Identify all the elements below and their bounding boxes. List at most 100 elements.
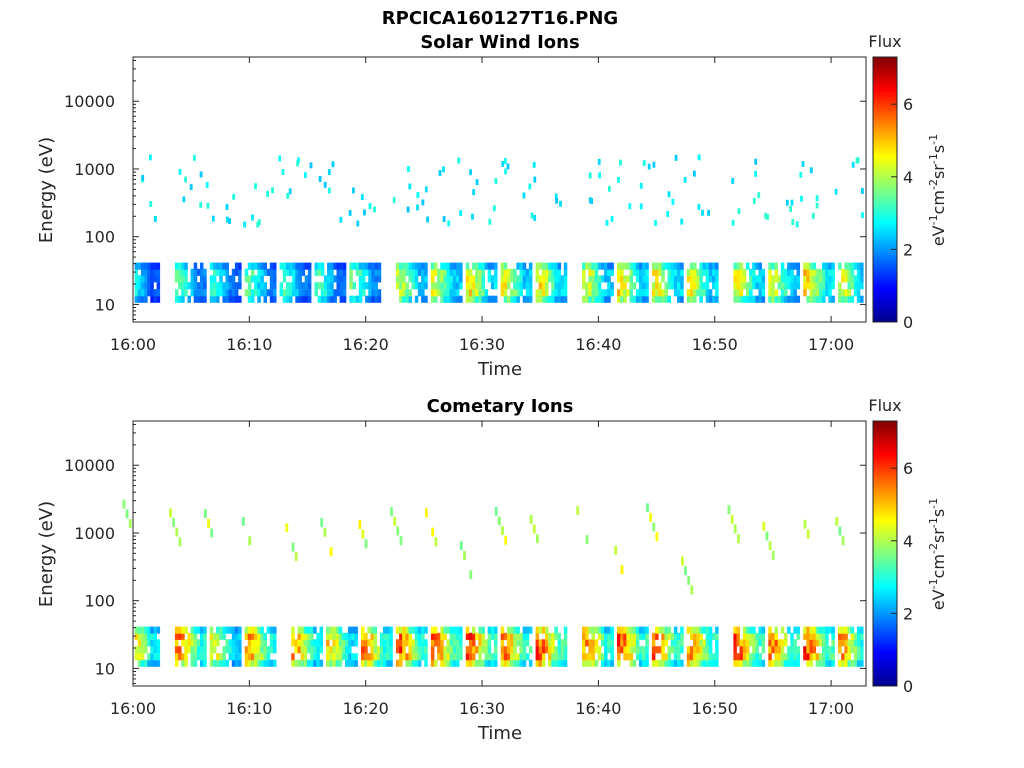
heatmap-cell xyxy=(484,659,489,667)
heatmap-cell xyxy=(374,268,378,276)
heatmap-cell xyxy=(260,632,264,640)
heatmap-cell xyxy=(310,653,314,661)
heatmap-cell xyxy=(736,275,740,283)
heatmap-cell xyxy=(203,268,207,276)
heatmap-cell xyxy=(374,262,378,270)
heatmap-cell xyxy=(693,262,697,270)
heatmap-cell xyxy=(629,632,634,640)
heatmap-cell xyxy=(200,295,204,303)
heatmap-cell xyxy=(712,659,716,667)
heatmap-cell xyxy=(528,646,533,654)
heatmap-cell xyxy=(414,653,419,661)
heatmap-cell xyxy=(661,268,665,276)
heatmap-cell xyxy=(417,632,422,640)
heatmap-cell xyxy=(244,653,249,661)
heatmap-cell xyxy=(465,275,470,283)
heatmap-cell xyxy=(686,626,691,634)
heatmap-cell xyxy=(664,295,668,303)
heatmap-cell xyxy=(715,282,719,290)
heatmap-cell xyxy=(352,187,355,194)
heatmap-cell xyxy=(228,282,233,290)
heatmap-cell xyxy=(847,646,851,654)
heatmap-cell xyxy=(452,268,457,276)
heatmap-cell xyxy=(733,282,737,290)
heatmap-cell xyxy=(742,653,747,661)
heatmap-cell xyxy=(137,275,142,283)
heatmap-cell xyxy=(389,653,393,661)
heatmap-cell xyxy=(367,639,371,647)
heatmap-cell xyxy=(368,275,372,283)
heatmap-cell xyxy=(209,262,214,270)
heatmap-cell xyxy=(784,632,788,640)
heatmap-cell xyxy=(330,275,334,283)
heatmap-cell xyxy=(667,659,672,667)
heatmap-cell xyxy=(348,626,352,634)
heatmap-cell xyxy=(690,268,694,276)
heatmap-cell xyxy=(831,659,835,667)
heatmap-cell xyxy=(617,268,621,276)
heatmap-cell xyxy=(430,659,435,667)
heatmap-cell xyxy=(597,282,602,290)
heatmap-cell xyxy=(557,262,562,270)
heatmap-cell xyxy=(184,639,188,647)
heatmap-cell xyxy=(601,632,605,640)
heatmap-cell xyxy=(784,275,788,283)
heatmap-cell xyxy=(150,268,154,276)
heatmap-cell xyxy=(137,295,142,303)
heatmap-cell xyxy=(742,295,747,303)
heatmap-cell xyxy=(850,632,855,640)
heatmap-cell xyxy=(591,646,595,654)
heatmap-cell xyxy=(178,537,182,547)
heatmap-cell xyxy=(490,262,495,270)
heatmap-cell xyxy=(329,659,333,667)
heatmap-cell xyxy=(134,653,139,661)
heatmap-cell xyxy=(408,275,412,283)
heatmap-cell xyxy=(209,646,214,654)
heatmap-cell xyxy=(196,653,201,661)
heatmap-cell xyxy=(538,659,543,667)
heatmap-cell xyxy=(733,275,737,283)
heatmap-cell xyxy=(632,659,637,667)
heatmap-cell xyxy=(298,295,302,303)
heatmap-cell xyxy=(494,626,498,634)
heatmap-cell xyxy=(291,639,295,647)
heatmap-cell xyxy=(178,295,182,303)
heatmap-cell xyxy=(601,275,605,283)
heatmap-cell xyxy=(501,160,505,167)
heatmap-cell xyxy=(506,268,511,276)
heatmap-cell xyxy=(761,295,766,303)
heatmap-cell xyxy=(651,268,656,276)
heatmap-cell xyxy=(421,626,425,634)
heatmap-cell xyxy=(752,632,756,640)
heatmap-cell xyxy=(806,529,810,539)
heatmap-cell xyxy=(686,289,691,297)
heatmap-cell xyxy=(591,653,595,661)
heatmap-cell xyxy=(645,295,649,303)
heatmap-cell xyxy=(623,653,627,661)
heatmap-cell xyxy=(271,187,274,194)
heatmap-cell xyxy=(677,262,681,270)
heatmap-cell xyxy=(211,215,215,222)
heatmap-cell xyxy=(860,275,864,283)
heatmap-cell xyxy=(519,646,523,654)
heatmap-cell xyxy=(758,295,762,303)
heatmap-cell xyxy=(780,626,785,634)
heatmap-cell xyxy=(251,632,255,640)
heatmap-cell xyxy=(327,262,331,270)
colorbar-label: Flux xyxy=(868,396,901,415)
heatmap-cell xyxy=(554,193,558,200)
heatmap-cell xyxy=(693,626,697,634)
heatmap-cell xyxy=(601,262,605,270)
heatmap-cell xyxy=(506,282,511,290)
heatmap-cell xyxy=(144,646,148,654)
heatmap-cell xyxy=(440,268,444,276)
heatmap-cell xyxy=(373,659,378,667)
heatmap-cell xyxy=(705,632,710,640)
heatmap-cell xyxy=(522,659,527,667)
heatmap-cell xyxy=(367,653,371,661)
heatmap-cell xyxy=(335,632,340,640)
heatmap-cell xyxy=(251,275,255,283)
heatmap-cell xyxy=(696,659,700,667)
heatmap-cell xyxy=(269,646,274,654)
heatmap-cell xyxy=(468,275,473,283)
